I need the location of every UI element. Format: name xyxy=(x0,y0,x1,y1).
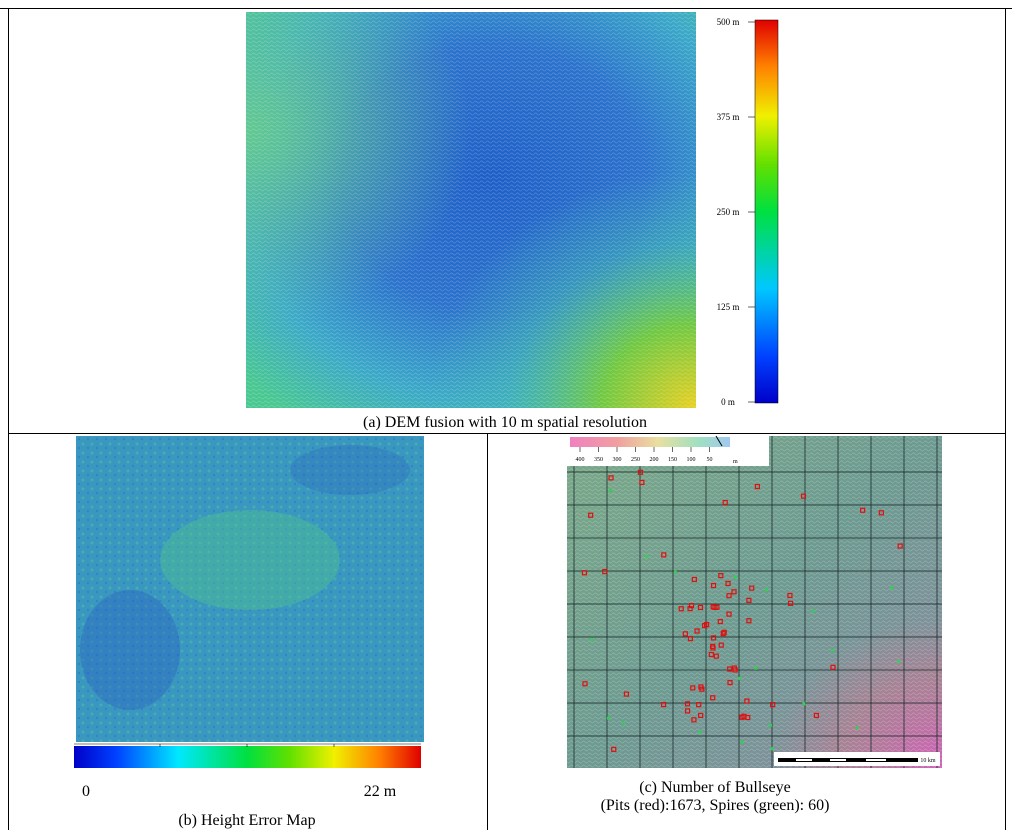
dem-image xyxy=(246,12,696,408)
spire-marker xyxy=(771,747,774,750)
spire-marker xyxy=(802,702,805,705)
colorbar-label: 500 m xyxy=(717,17,740,27)
spire-marker xyxy=(812,610,815,613)
error-colorbar xyxy=(74,746,421,768)
spire-marker xyxy=(890,586,893,589)
spire-marker xyxy=(645,555,648,558)
spire-marker xyxy=(769,724,772,727)
colorbar-label: 125 m xyxy=(717,302,740,312)
spire-marker xyxy=(740,741,743,744)
spire-marker xyxy=(897,660,900,663)
figure: 500 m375 m250 m125 m0 m (a) DEM fusion w… xyxy=(0,0,1012,830)
colorbar-label: 375 m xyxy=(717,112,740,122)
spire-marker xyxy=(734,576,737,579)
legend-tick-label: 350 xyxy=(594,457,603,463)
caption: (Pits (red):1673, Spires (green): 60) xyxy=(601,797,830,814)
legend-unit: m xyxy=(733,459,738,465)
spire-marker xyxy=(590,638,593,641)
spire-marker xyxy=(831,649,834,652)
legend-tick-label: 100 xyxy=(687,457,696,463)
height-error-image xyxy=(76,436,424,742)
spire-marker xyxy=(738,677,741,680)
spire-marker xyxy=(622,722,625,725)
bullseye-image xyxy=(567,436,942,768)
colorbar-label: 0 xyxy=(82,783,90,800)
spire-marker xyxy=(856,726,859,729)
legend-tick-label: 400 xyxy=(576,457,585,463)
legend-tick-label: 200 xyxy=(650,457,659,463)
spire-marker xyxy=(754,667,757,670)
colorbar-label: 250 m xyxy=(717,207,740,217)
colorbar-label: 0 m xyxy=(721,397,735,407)
spire-marker xyxy=(607,717,610,720)
spire-marker xyxy=(674,571,677,574)
caption: (c) Number of Bullseye xyxy=(639,779,791,796)
legend-tick-label: 150 xyxy=(668,457,677,463)
legend-tick-label: 300 xyxy=(613,457,622,463)
caption: (a) DEM fusion with 10 m spatial resolut… xyxy=(363,414,647,431)
spire-marker xyxy=(765,588,768,591)
colorbar-label: 22 m xyxy=(364,783,397,800)
legend-tick-label: 250 xyxy=(631,457,640,463)
caption: (b) Height Error Map xyxy=(178,812,315,829)
scale-bar: 10 km xyxy=(774,752,940,766)
scale-label: 10 km xyxy=(920,758,936,764)
legend-tick-label: 50 xyxy=(707,457,713,463)
spire-marker xyxy=(609,489,612,492)
spire-marker xyxy=(698,730,701,733)
dem-colorbar xyxy=(755,20,778,403)
page: {"panels": [ {"caption": "(a) DEM fusion… xyxy=(0,0,1012,830)
